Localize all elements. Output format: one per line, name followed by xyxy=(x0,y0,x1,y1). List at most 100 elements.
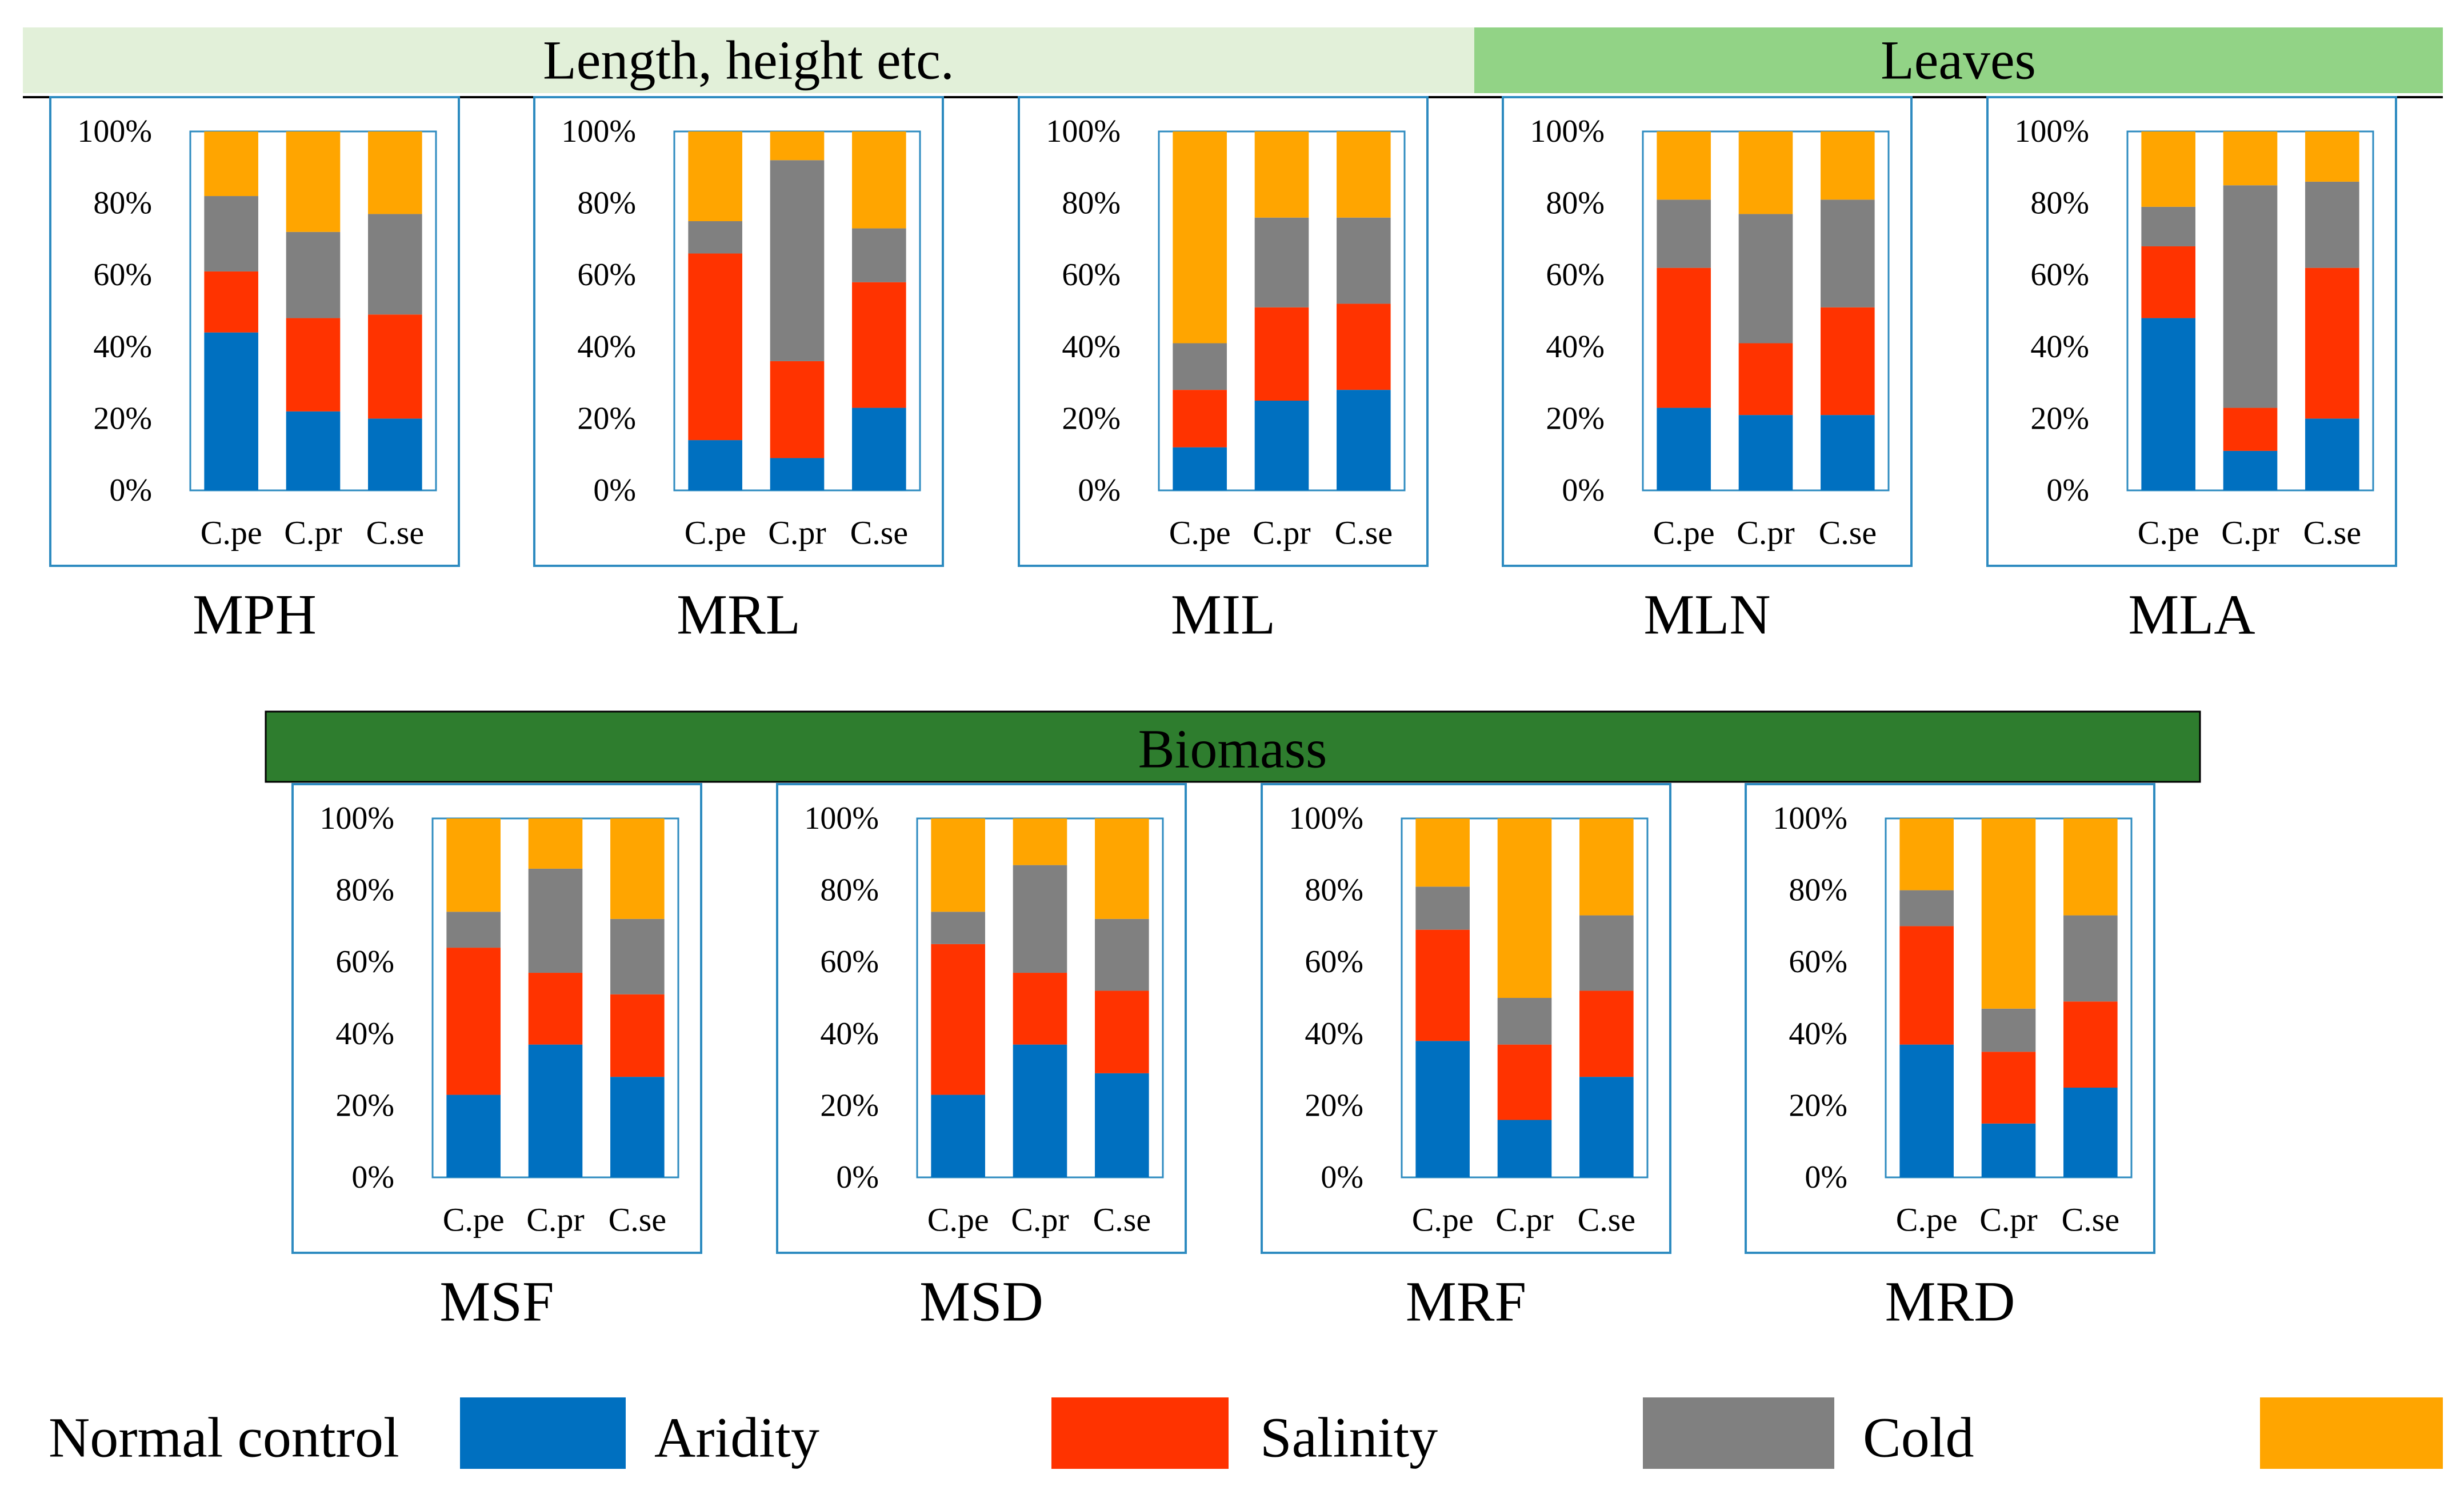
bar-segment-aridity-c-pr xyxy=(770,361,825,458)
y-tick-label: 80% xyxy=(1546,186,1605,221)
chart-msf: 0% 20% 40% 60% 80% 100% C.pe C.pr C.se MSF xyxy=(291,783,702,1333)
bar-segment-normal-control-c-pe xyxy=(931,1094,985,1177)
legend-label-cold: Cold xyxy=(1863,1406,1974,1469)
bar-segment-normal-control-c-pe xyxy=(1899,1044,1954,1177)
bar-segment-normal-control-c-se xyxy=(1095,1073,1149,1177)
bar-segment-cold-c-pr xyxy=(2223,131,2278,186)
y-tick-label: 80% xyxy=(93,186,152,221)
bar-segment-normal-control-c-pr xyxy=(770,458,825,490)
bar-segment-cold-c-pr xyxy=(528,818,583,869)
y-tick-label: 60% xyxy=(1546,257,1605,293)
bar-segment-salinity-c-pe xyxy=(1173,343,1227,390)
bar-segment-cold-c-pe xyxy=(1415,818,1470,887)
x-tick-label: C.pe xyxy=(685,514,746,552)
chart-frame xyxy=(1261,783,1671,1254)
bar-segment-salinity-c-pe xyxy=(1899,890,1954,926)
y-tick-label: 40% xyxy=(1789,1016,1847,1052)
bar-segment-salinity-c-pr xyxy=(286,231,341,318)
bar-segment-normal-control-c-pr xyxy=(1497,1120,1552,1177)
bar-segment-normal-control-c-se xyxy=(368,418,422,490)
bar-segment-aridity-c-se xyxy=(1337,303,1391,390)
bar-segment-aridity-c-pe xyxy=(931,944,985,1095)
bar-segment-cold-c-pr xyxy=(1981,818,2036,1009)
bar-segment-normal-control-c-pr xyxy=(1254,401,1309,490)
bar-segment-aridity-c-pr xyxy=(1013,973,1067,1045)
chart-title: MRD xyxy=(1885,1270,2015,1333)
x-tick-label: C.se xyxy=(1093,1201,1151,1239)
chart-mrf: 0% 20% 40% 60% 80% 100% C.pe C.pr C.se MRF xyxy=(1261,783,1671,1333)
bar-segment-cold-c-pe xyxy=(1173,131,1227,343)
y-tick-label: 20% xyxy=(93,401,152,436)
y-tick-label: 100% xyxy=(804,801,879,836)
x-tick-label: C.pe xyxy=(2138,514,2199,552)
bar-segment-aridity-c-se xyxy=(2305,267,2359,419)
bar-segment-cold-c-pr xyxy=(770,131,825,161)
bar-segment-salinity-c-pr xyxy=(770,160,825,361)
bar-segment-aridity-c-se xyxy=(610,994,665,1077)
y-tick-label: 100% xyxy=(561,114,636,149)
chart-frame xyxy=(291,783,702,1254)
bar-segment-normal-control-c-pe xyxy=(2141,318,2195,490)
y-tick-label: 40% xyxy=(577,329,636,365)
bar-segment-cold-c-se xyxy=(852,131,906,229)
chart-frame xyxy=(1986,96,2397,567)
bar-segment-cold-c-pe xyxy=(446,818,501,912)
bar-segment-salinity-c-pe xyxy=(1415,886,1470,930)
bar-segment-normal-control-c-pe xyxy=(446,1094,501,1177)
bar-segment-cold-c-se xyxy=(610,818,665,919)
y-tick-label: 40% xyxy=(2030,329,2089,365)
y-tick-label: 100% xyxy=(2014,114,2089,149)
bar-segment-normal-control-c-se xyxy=(610,1077,665,1177)
bar-segment-cold-c-pe xyxy=(1899,818,1954,890)
bar-segment-cold-c-pe xyxy=(688,131,742,221)
bar-segment-normal-control-c-se xyxy=(1821,415,1875,490)
bar-segment-cold-c-se xyxy=(368,131,422,214)
bar-segment-normal-control-c-pe xyxy=(688,440,742,490)
bar-segment-salinity-c-pr xyxy=(1254,217,1309,307)
bar-segment-cold-c-pr xyxy=(286,131,341,232)
bar-segment-cold-c-se xyxy=(2063,818,2118,916)
chart-mrd: 0% 20% 40% 60% 80% 100% C.pe C.pr C.se MRD xyxy=(1745,783,2155,1333)
bar-segment-aridity-c-pe xyxy=(1415,929,1470,1041)
chart-frame xyxy=(49,96,460,567)
y-tick-label: 0% xyxy=(1805,1160,1847,1195)
bar-segment-aridity-c-pr xyxy=(1497,1044,1552,1120)
y-tick-label: 20% xyxy=(1546,401,1605,436)
x-tick-label: C.pr xyxy=(1011,1201,1069,1239)
y-tick-label: 0% xyxy=(1562,473,1605,508)
y-tick-label: 40% xyxy=(1546,329,1605,365)
bar-segment-salinity-c-pe xyxy=(931,912,985,944)
bar-segment-aridity-c-se xyxy=(852,282,906,408)
chart-title: MSD xyxy=(919,1270,1043,1333)
legend-label-salinity: Salinity xyxy=(1260,1406,1438,1469)
bar-segment-aridity-c-pe xyxy=(1899,926,1954,1045)
x-tick-label: C.pr xyxy=(1979,1201,2038,1239)
bar-segment-normal-control-c-se xyxy=(1337,390,1391,490)
x-tick-label: C.pe xyxy=(1169,514,1231,552)
bar-segment-salinity-c-pr xyxy=(2223,185,2278,408)
bar-segment-cold-c-se xyxy=(1821,131,1875,200)
x-tick-label: C.se xyxy=(2303,514,2362,552)
bar-segment-aridity-c-se xyxy=(1095,990,1149,1073)
bar-segment-aridity-c-se xyxy=(2063,1001,2118,1088)
legend-label-aridity: Aridity xyxy=(654,1406,819,1469)
x-tick-label: C.pe xyxy=(1653,514,1715,552)
y-tick-label: 100% xyxy=(1046,114,1121,149)
legend: Normal control Aridity Salinity Cold xyxy=(49,1397,2443,1469)
chart-mrl: 0% 20% 40% 60% 80% 100% C.pe C.pr C.se MRL xyxy=(533,96,944,646)
y-tick-label: 100% xyxy=(1530,114,1605,149)
bar-segment-aridity-c-pe xyxy=(446,948,501,1095)
y-tick-label: 60% xyxy=(335,944,394,980)
y-tick-label: 80% xyxy=(577,186,636,221)
band-length-height xyxy=(23,27,1474,93)
chart-title: MLN xyxy=(1643,583,1770,646)
bar-segment-normal-control-c-se xyxy=(2305,418,2359,490)
bar-segment-aridity-c-pe xyxy=(204,271,258,333)
bar-segment-salinity-c-pr xyxy=(528,868,583,973)
bar-segment-normal-control-c-pr xyxy=(1738,415,1793,490)
bar-segment-salinity-c-pe xyxy=(204,196,258,271)
bar-segment-aridity-c-se xyxy=(368,314,422,419)
chart-mil: 0% 20% 40% 60% 80% 100% C.pe C.pr C.se MIL xyxy=(1018,96,1429,646)
y-tick-label: 0% xyxy=(351,1160,394,1195)
bar-segment-salinity-c-se xyxy=(1579,915,1634,991)
